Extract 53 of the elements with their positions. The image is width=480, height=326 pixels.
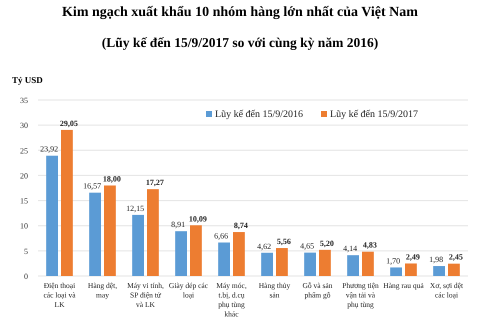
bar [276, 248, 288, 276]
bar [448, 264, 460, 276]
data-label: 17,27 [146, 178, 164, 188]
y-tick-label: 5 [24, 246, 28, 256]
bar [261, 252, 273, 276]
y-tick-label: 10 [20, 222, 28, 231]
bar [319, 250, 331, 276]
data-label: 1,98 [429, 255, 444, 264]
bar [405, 263, 417, 276]
bar [175, 231, 187, 276]
legend-label: Lũy kế đến 15/9/2017 [330, 109, 418, 120]
y-tick-label: 0 [24, 272, 28, 281]
bar [89, 192, 101, 276]
data-label: 2,45 [448, 252, 463, 262]
data-label: 23,92 [40, 144, 58, 154]
y-tick-label: 25 [20, 146, 28, 156]
chart-subtitle: (Lũy kế đến 15/9/2017 so với cùng kỳ năm 2016) [102, 35, 378, 50]
bar [46, 156, 58, 276]
bar [390, 267, 402, 276]
y-tick-label: 35 [20, 96, 28, 105]
data-label: 4,14 [343, 244, 358, 254]
data-label: 4,65 [300, 242, 314, 251]
data-label: 4,62 [257, 242, 272, 251]
y-tick-label: 20 [20, 171, 28, 180]
bar [104, 185, 116, 276]
data-label: 12,15 [126, 204, 144, 213]
bar [147, 189, 159, 276]
y-tick-label: 30 [20, 121, 28, 130]
y-tick-label: 15 [20, 196, 28, 206]
data-label: 4,83 [362, 240, 377, 250]
data-label: 16,57 [83, 182, 102, 191]
data-label: 5,56 [276, 237, 291, 246]
data-label: 8,74 [234, 221, 248, 230]
data-label: 6,66 [214, 232, 228, 241]
chart-title: Kim ngạch xuất khẩu 10 nhóm hàng lớn nhất của Việt Nam [62, 5, 418, 20]
data-label: 10,09 [188, 214, 207, 224]
bar [218, 242, 230, 276]
data-label: 29,05 [60, 118, 78, 128]
bar [132, 214, 144, 276]
data-label: 5,20 [320, 238, 334, 248]
data-label: 8,91 [171, 220, 186, 230]
data-label: 1,70 [386, 256, 400, 266]
data-label: 2,49 [406, 252, 420, 262]
bar [433, 266, 445, 276]
y-axis-title: Tỷ USD [12, 75, 44, 85]
legend-label: Lũy kế đến 15/9/2016 [215, 109, 304, 120]
bar [233, 232, 245, 276]
bar [304, 252, 316, 276]
bar [347, 255, 359, 276]
bar [362, 252, 374, 276]
bar [190, 225, 202, 276]
bar [61, 130, 73, 276]
data-label: 18,00 [102, 174, 121, 184]
